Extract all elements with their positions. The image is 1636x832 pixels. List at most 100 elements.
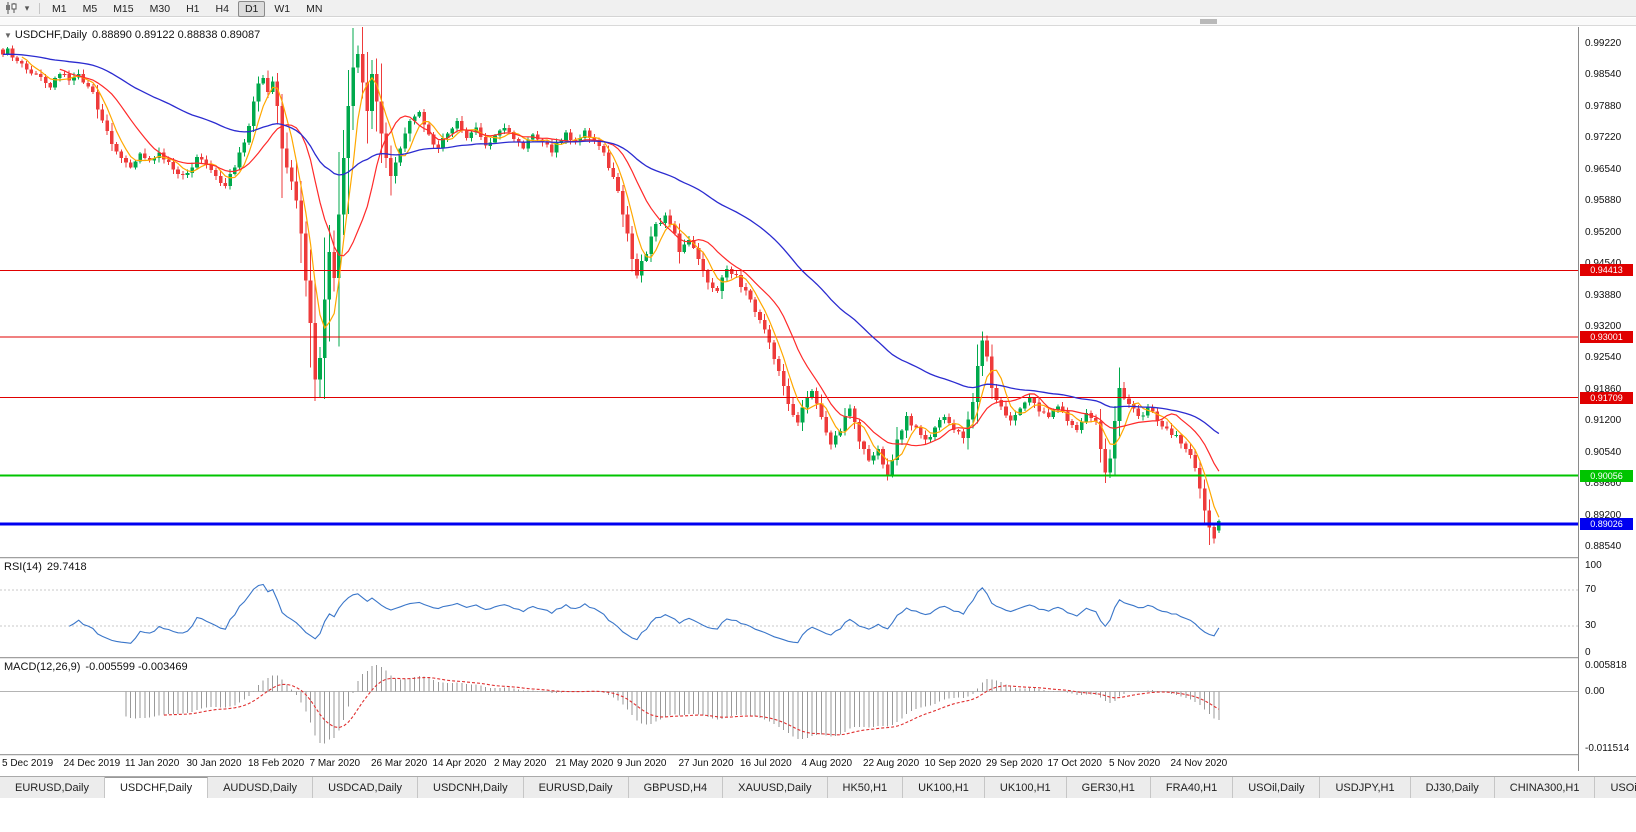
- date-axis-label: 5 Dec 2019: [2, 758, 54, 769]
- date-axis-label: 26 Mar 2020: [371, 758, 428, 769]
- timeframe-button-mn[interactable]: MN: [306, 3, 323, 15]
- date-axis-label: 27 Jun 2020: [678, 758, 734, 769]
- price-axis-label: 0.93200: [1585, 320, 1622, 332]
- price-chart-pane[interactable]: ▼ USDCHF,Daily 0.88890 0.89122 0.88838 0.8…: [0, 27, 1578, 557]
- date-axis-label: 29 Sep 2020: [986, 758, 1043, 769]
- candlestick-chart-icon[interactable]: [3, 1, 19, 15]
- price-axis-label: 0.94540: [1585, 258, 1621, 270]
- price-axis-label: 0.89200: [1585, 509, 1622, 521]
- timeframe-toolbar: ▾ M1 M5 M15 M30 H1 H4 D1 W1 MN: [0, 0, 1636, 17]
- rsi-label: RSI(14) 29.7418: [4, 561, 87, 573]
- price-axis-label: 0.89860: [1585, 478, 1622, 490]
- chart-tab-dj30-daily[interactable]: DJ30,Daily: [1410, 777, 1495, 798]
- hscrollbar-thumb[interactable]: [1200, 19, 1217, 24]
- rsi-indicator-pane[interactable]: RSI(14) 29.7418: [0, 559, 1578, 657]
- pane-splitter[interactable]: [0, 657, 1636, 659]
- date-axis-label: 10 Sep 2020: [924, 758, 982, 769]
- chart-tab-eurusd-daily[interactable]: EURUSD,Daily: [523, 777, 629, 798]
- macd-label: MACD(12,26,9) -0.005599 -0.003469: [4, 661, 188, 673]
- date-axis-label: 18 Feb 2020: [248, 758, 305, 769]
- price-axis-label: 0.97220: [1585, 132, 1622, 144]
- chart-hscrollbar[interactable]: [0, 18, 1636, 26]
- rsi-indicator-name: RSI(14): [4, 561, 42, 573]
- chart-tab-usdchf-daily[interactable]: USDCHF,Daily: [104, 777, 209, 798]
- timeframe-button-m15[interactable]: M15: [113, 3, 134, 15]
- price-axis-label: 0.99220: [1585, 38, 1622, 49]
- symbol-period-label: USDCHF,Daily: [14, 29, 88, 41]
- hline-price-tag: 0.89026: [1580, 518, 1633, 531]
- price-axis-label: 0.93880: [1585, 289, 1622, 301]
- price-axis-label: 0.92540: [1585, 352, 1622, 364]
- date-axis-label: 5 Nov 2020: [1109, 758, 1161, 769]
- timeframe-button-d1[interactable]: D1: [237, 1, 266, 17]
- date-axis-label: 9 Jun 2020: [617, 758, 667, 769]
- date-axis-label: 24 Dec 2019: [63, 758, 121, 769]
- time-axis: 5 Dec 2019 24 Dec 2019 11 Jan 2020 30 Jan 2…: [0, 756, 1578, 771]
- timeframe-button-m30[interactable]: M30: [149, 3, 171, 15]
- macd-axis-label: -0.011514: [1585, 743, 1630, 755]
- timeframe-button-w1[interactable]: W1: [274, 3, 291, 15]
- timeframe-button-h4[interactable]: H4: [215, 3, 229, 15]
- date-axis-label: 24 Nov 2020: [1170, 758, 1228, 769]
- hline-price-tag: 0.93001: [1580, 330, 1633, 343]
- macd-chart[interactable]: [0, 659, 1578, 754]
- chart-tab-eurusd-daily[interactable]: EURUSD,Daily: [0, 777, 105, 798]
- price-axis-label: 0.98540: [1585, 69, 1622, 81]
- candlestick-chart[interactable]: [0, 27, 1578, 557]
- macd-indicator-name: MACD(12,26,9): [4, 661, 81, 673]
- macd-axis-label: 0.005818: [1585, 660, 1627, 671]
- ohlc-values: 0.88890 0.89122 0.88838 0.89087: [92, 29, 261, 41]
- price-axis-label: 0.90540: [1585, 446, 1622, 458]
- price-axis-label: 0.95200: [1585, 226, 1622, 238]
- date-axis-label: 4 Aug 2020: [801, 758, 853, 769]
- date-axis-label: 17 Oct 2020: [1047, 758, 1102, 769]
- pane-splitter[interactable]: [0, 754, 1636, 756]
- chart-tabs-bar: EURUSD,Daily USDCHF,Daily AUDUSD,Daily USDC…: [0, 776, 1636, 798]
- chart-tab-hk50-h1[interactable]: HK50,H1: [827, 777, 904, 798]
- timeframe-button-h1[interactable]: H1: [186, 3, 200, 15]
- chart-tab-china300-h1[interactable]: CHINA300,H1: [1494, 777, 1596, 798]
- chart-tab-usdcnh-daily[interactable]: USDCNH,Daily: [418, 777, 524, 798]
- chart-tab-audusd-daily[interactable]: AUDUSD,Daily: [208, 777, 314, 798]
- macd-indicator-pane[interactable]: MACD(12,26,9) -0.005599 -0.003469: [0, 659, 1578, 754]
- date-axis-label: 22 Aug 2020: [863, 758, 920, 769]
- hline-price-tag: 0.90056: [1580, 469, 1633, 482]
- macd-values: -0.005599 -0.003469: [85, 661, 188, 673]
- chart-tab-usdcad-daily[interactable]: USDCAD,Daily: [313, 777, 419, 798]
- chart-tab-uk100-h1[interactable]: UK100,H1: [984, 777, 1067, 798]
- dropdown-icon[interactable]: ▾: [24, 2, 30, 13]
- macd-axis-label: 0.00: [1585, 685, 1605, 697]
- hline-price-tag: 0.94413: [1580, 264, 1633, 277]
- rsi-value: 29.7418: [46, 561, 87, 573]
- chart-title: ▼ USDCHF,Daily 0.88890 0.89122 0.88838 0.8…: [4, 29, 260, 41]
- candlestick-glyph: [6, 2, 17, 14]
- rsi-chart[interactable]: [0, 559, 1578, 657]
- chart-tab-ger30-h1[interactable]: GER30,H1: [1066, 777, 1151, 798]
- chart-tab-fra40-h1[interactable]: FRA40,H1: [1150, 777, 1234, 798]
- price-axis-label: 0.97880: [1585, 100, 1622, 112]
- chart-tab-uk100-h1[interactable]: UK100,H1: [903, 777, 985, 798]
- toolbar-separator: [39, 2, 40, 14]
- timeframe-button-m1[interactable]: M1: [52, 3, 67, 15]
- chart-tab-usdjpy-h1[interactable]: USDJPY,H1: [1320, 777, 1411, 798]
- date-axis-label: 11 Jan 2020: [125, 758, 180, 769]
- timeframe-button-m5[interactable]: M5: [82, 3, 98, 15]
- chart-tab-usoil-h1[interactable]: USOil,H1: [1595, 777, 1636, 798]
- rsi-axis-label: 100: [1585, 560, 1602, 571]
- price-axis-label: 0.95880: [1585, 195, 1622, 207]
- rsi-axis-label: 70: [1585, 584, 1597, 595]
- pane-splitter[interactable]: [0, 557, 1636, 559]
- hline-price-tag: 0.91709: [1580, 391, 1633, 404]
- chart-tab-xauusd-daily[interactable]: XAUUSD,Daily: [723, 777, 828, 798]
- price-axis-label: 0.91200: [1585, 415, 1622, 427]
- rsi-axis-label: 30: [1585, 620, 1597, 631]
- date-axis-label: 21 May 2020: [555, 758, 614, 769]
- chart-tab-usoil-daily[interactable]: USOil,Daily: [1233, 777, 1321, 798]
- price-axis-label: 0.91860: [1585, 383, 1622, 395]
- chart-tab-gbpusd-h4[interactable]: GBPUSD,H4: [628, 777, 724, 798]
- symbol-dropdown-icon[interactable]: ▼: [4, 31, 12, 40]
- date-axis-label: 30 Jan 2020: [186, 758, 242, 769]
- price-axis-label: 0.96540: [1585, 163, 1622, 175]
- date-axis-label: 7 Mar 2020: [309, 758, 361, 769]
